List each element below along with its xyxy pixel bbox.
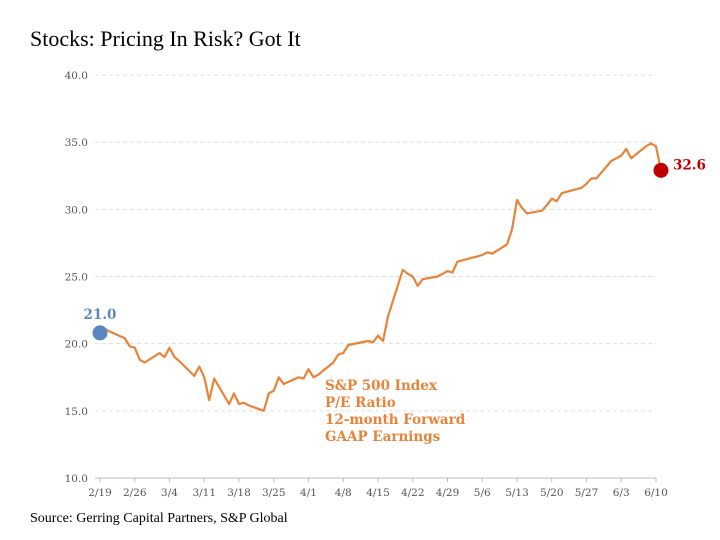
y-tick-label: 25.0 [65, 272, 88, 284]
y-tick-label: 10.0 [65, 473, 88, 485]
x-tick-label: 3/25 [262, 487, 286, 499]
end-point-marker [653, 162, 669, 178]
start-value-label: 21.0 [84, 307, 117, 323]
x-tick-label: 2/19 [88, 487, 112, 499]
x-tick-label: 4/1 [300, 487, 317, 499]
y-tick-label: 35.0 [65, 137, 88, 149]
x-tick-label: 5/6 [474, 487, 491, 499]
x-tick-label: 6/10 [644, 487, 668, 499]
x-tick-label: 2/26 [123, 487, 147, 499]
x-tick-label: 3/11 [192, 487, 216, 499]
end-value-label: 32.6 [673, 157, 706, 173]
y-tick-label: 20.0 [65, 339, 88, 351]
series-label-line: GAAP Earnings [325, 429, 441, 445]
x-tick-label: 4/29 [436, 487, 460, 499]
x-tick-label: 5/20 [540, 487, 564, 499]
series-label: S&P 500 Index P/E Ratio 12-month Forward GA… [325, 378, 466, 445]
x-tick-label: 4/15 [366, 487, 390, 499]
y-tick-label: 30.0 [65, 204, 88, 216]
x-tick-label: 4/22 [401, 487, 425, 499]
source-note: Source: Gerring Capital Partners, S&P Gl… [30, 511, 288, 526]
series-line-pe-ratio [99, 142, 663, 412]
start-point-marker [92, 325, 108, 341]
grid-lines [95, 74, 656, 412]
y-axis-ticks: 10.0 15.0 20.0 25.0 30.0 35.0 40.0 [65, 70, 88, 485]
page-title: Stocks: Pricing In Risk? Got It [30, 26, 301, 51]
series-label-line: 12-month Forward [325, 412, 466, 428]
x-axis-ticks: 2/19 2/26 3/4 3/11 3/18 3/25 4/1 4/8 4/15 4/22 4/2… [88, 478, 668, 499]
x-tick-label: 6/3 [613, 487, 630, 499]
x-tick-label: 3/18 [227, 487, 251, 499]
x-tick-label: 3/4 [161, 487, 178, 499]
series-label-line: P/E Ratio [325, 395, 396, 411]
y-tick-label: 15.0 [65, 406, 88, 418]
x-tick-label: 4/8 [335, 487, 352, 499]
x-tick-label: 5/13 [505, 487, 529, 499]
x-tick-label: 5/27 [575, 487, 599, 499]
y-tick-label: 40.0 [65, 70, 88, 82]
series-label-line: S&P 500 Index [325, 378, 438, 394]
